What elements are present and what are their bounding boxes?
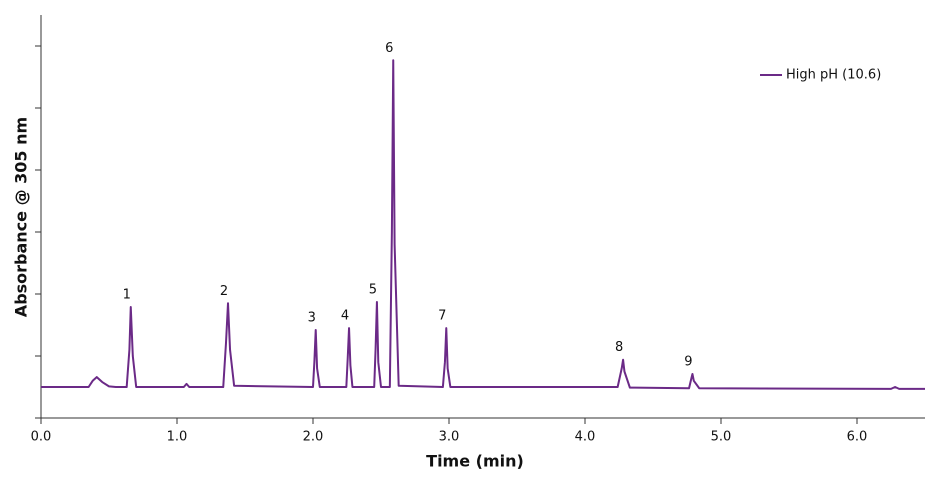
x-tick-label: 0.0 xyxy=(31,430,52,445)
peak-label: 9 xyxy=(684,354,692,369)
peak-label: 6 xyxy=(385,41,393,56)
peak-label: 4 xyxy=(341,309,349,324)
x-tick-label: 4.0 xyxy=(575,430,596,445)
x-tick-label: 3.0 xyxy=(439,430,460,445)
x-tick-label: 5.0 xyxy=(711,430,732,445)
line-series xyxy=(41,59,925,390)
peak-label: 7 xyxy=(438,309,446,324)
x-tick-label: 6.0 xyxy=(847,430,868,445)
x-tick-label: 1.0 xyxy=(167,430,188,445)
legend-label: High pH (10.6) xyxy=(786,68,881,83)
x-axis-label: Time (min) xyxy=(426,452,524,471)
peak-label: 5 xyxy=(369,283,377,298)
peak-label: 3 xyxy=(308,310,316,325)
x-tick-label: 2.0 xyxy=(303,430,324,445)
peak-label: 8 xyxy=(615,340,623,355)
y-axis-label: Absorbance @ 305 nm xyxy=(12,117,31,317)
peak-label: 2 xyxy=(220,284,228,299)
peak-label: 1 xyxy=(123,288,131,303)
